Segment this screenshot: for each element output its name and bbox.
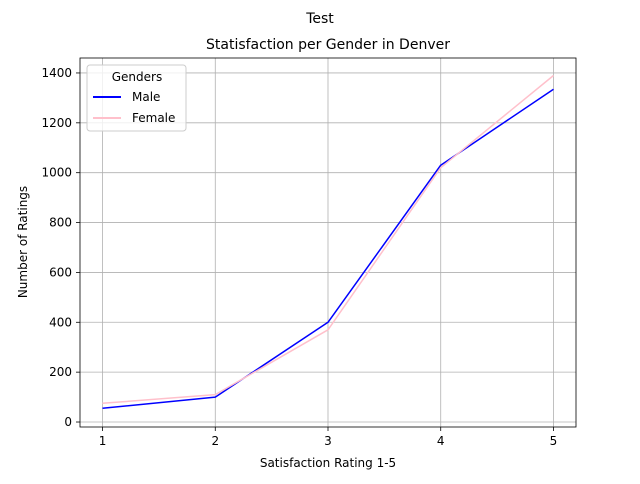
y-tick-label: 0 [64, 415, 72, 429]
y-axis: 0 200 400 600 800 1000 1200 1400 [41, 66, 80, 429]
legend-title: Genders [112, 70, 162, 84]
series-line-male [102, 88, 554, 410]
y-axis-label: Number of Ratings [16, 186, 30, 298]
x-tick-label: 5 [550, 434, 558, 448]
series-layer [102, 74, 554, 410]
chart-title: Statisfaction per Gender in Denver [206, 37, 450, 53]
grid-lines [80, 58, 576, 427]
series-line-female [102, 74, 554, 405]
y-tick-label: 200 [49, 365, 72, 379]
x-tick-label: 4 [437, 434, 445, 448]
x-tick-label: 1 [99, 434, 107, 448]
x-tick-label: 3 [324, 434, 332, 448]
y-tick-label: 400 [49, 315, 72, 329]
y-tick-label: 800 [49, 216, 72, 230]
y-tick-label: 1200 [41, 116, 72, 130]
legend-label-female: Female [132, 111, 175, 125]
legend-box [86, 64, 187, 132]
x-tick-label: 2 [211, 434, 219, 448]
y-tick-label: 1000 [41, 166, 72, 180]
y-tick-label: 600 [49, 265, 72, 279]
figure-suptitle: Test [305, 11, 334, 27]
y-tick-label: 1400 [41, 66, 72, 80]
legend: Genders Male Female [86, 64, 187, 132]
x-axis-label: Satisfaction Rating 1-5 [260, 456, 396, 470]
x-axis: 1 2 3 4 5 [99, 427, 558, 448]
legend-label-male: Male [132, 90, 160, 104]
